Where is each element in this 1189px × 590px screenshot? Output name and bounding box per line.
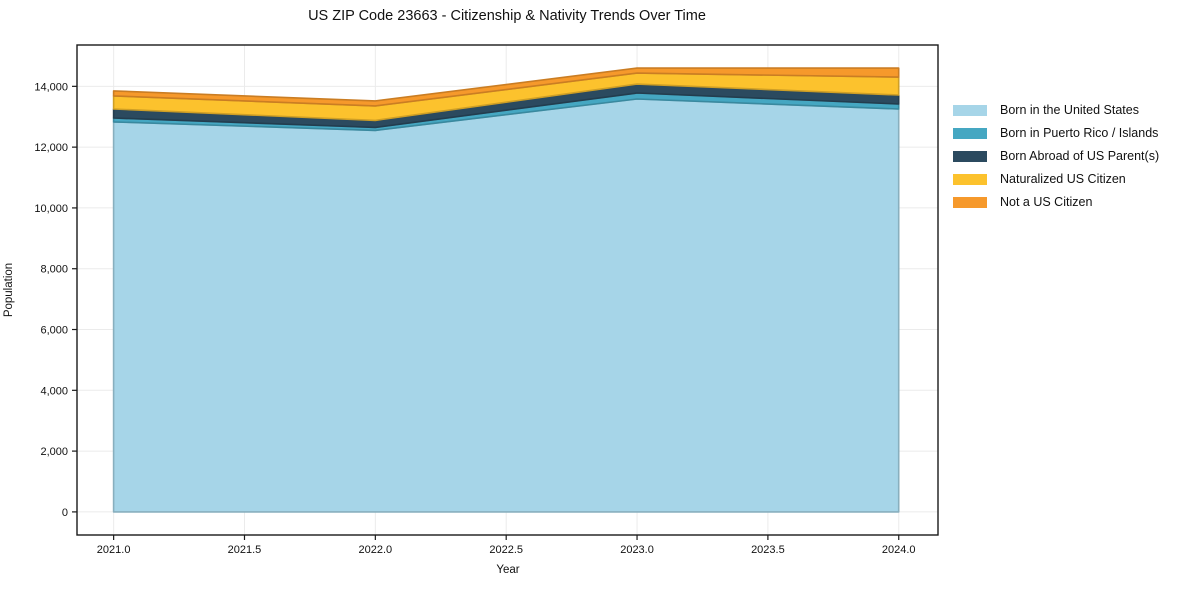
y-tick-label: 4,000 [40, 385, 68, 397]
legend: Born in the United States Born in Puerto… [953, 103, 1160, 209]
y-tick-label: 6,000 [40, 325, 68, 337]
x-tick-label: 2021.0 [97, 544, 131, 556]
y-tick-label: 12,000 [34, 142, 68, 154]
legend-swatch-born-abroad [953, 150, 987, 162]
y-tick-label: 0 [62, 507, 68, 519]
y-tick-label: 10,000 [34, 203, 68, 215]
legend-item: Born Abroad of US Parent(s) [953, 149, 1160, 163]
area-band-4 [112, 67, 900, 107]
chart-title: US ZIP Code 23663 - Citizenship & Nativi… [308, 8, 706, 24]
legend-label: Born in Puerto Rico / Islands [1000, 126, 1159, 140]
y-axis-label: Population [3, 262, 15, 318]
legend-label: Born Abroad of US Parent(s) [1000, 149, 1160, 163]
x-tick-label: 2022.5 [489, 544, 523, 556]
legend-item: Naturalized US Citizen [953, 172, 1159, 186]
legend-swatch-born-in-us [953, 104, 987, 116]
y-tick-label: 8,000 [40, 264, 68, 276]
x-tick-label: 2022.0 [359, 544, 393, 556]
x-axis-label: Year [496, 564, 520, 576]
y-tick-label: 14,000 [34, 81, 68, 93]
x-tick-label: 2021.5 [228, 544, 262, 556]
legend-swatch-not-citizen [953, 196, 987, 208]
legend-label: Naturalized US Citizen [1000, 172, 1126, 186]
plot-frame [76, 44, 939, 536]
legend-item: Not a US Citizen [953, 195, 1159, 209]
y-tick-label: 2,000 [40, 446, 68, 458]
legend-label: Born in the United States [1000, 103, 1139, 117]
x-tick-label: 2023.0 [620, 544, 654, 556]
x-tick-label: 2023.5 [751, 544, 785, 556]
legend-swatch-naturalized [953, 173, 987, 185]
x-tick-label: 2024.0 [882, 544, 916, 556]
legend-item: Born in the United States [953, 103, 1159, 117]
legend-item: Born in Puerto Rico / Islands [953, 126, 1159, 140]
legend-swatch-born-in-puerto-rico [953, 127, 987, 139]
area-band-0 [112, 98, 900, 513]
legend-label: Not a US Citizen [1000, 195, 1093, 209]
